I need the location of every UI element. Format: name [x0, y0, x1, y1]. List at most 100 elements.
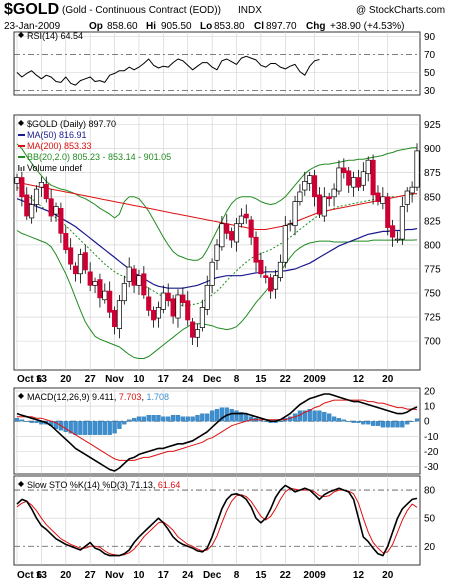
- candle-down: [72, 265, 79, 275]
- candle-up: [351, 177, 357, 188]
- candle-up: [38, 182, 44, 188]
- x-axis-label: 10: [133, 570, 145, 581]
- macd-legend: MACD(12,26,9) 9.411, 7.703, 1.708: [18, 392, 169, 402]
- macd-histogram-bar: [83, 421, 88, 435]
- stochastic-k-line: [16, 484, 418, 557]
- candle-up: [14, 177, 20, 184]
- macd-histogram-bar: [214, 408, 220, 422]
- macd-histogram-bar: [346, 421, 351, 422]
- macd-histogram-bar: [263, 421, 268, 422]
- open-label: Op: [89, 21, 103, 32]
- candle-down: [43, 183, 49, 200]
- high-value: 905.50: [161, 21, 192, 32]
- bb-upper-line: [16, 143, 417, 261]
- candle-up: [233, 223, 240, 243]
- macd-histogram-bar: [122, 421, 127, 425]
- candle-up: [121, 283, 127, 302]
- candle-down: [19, 177, 25, 198]
- candle-up: [214, 244, 220, 261]
- macd-histogram-bar: [390, 421, 395, 428]
- macd-histogram-bar: [219, 407, 225, 422]
- label-layer: 30507090700725750775800825850875900925-3…: [17, 32, 441, 581]
- low-label: Lo: [200, 21, 212, 32]
- change-label: Chg: [306, 21, 325, 32]
- rsi-tick-label: 30: [424, 86, 436, 97]
- macd-tick-label: -10: [424, 432, 439, 443]
- macd-tick-label: -20: [424, 447, 439, 458]
- x-axis-label: 22: [280, 374, 292, 385]
- candle-down: [346, 170, 352, 186]
- x-axis-label: 13: [36, 374, 48, 385]
- macd-tick-label: 20: [424, 387, 436, 398]
- candle-down: [146, 296, 152, 311]
- candle-down: [341, 167, 347, 174]
- diamond-icon: [18, 32, 24, 38]
- macd-histogram-bar: [385, 421, 390, 428]
- candle-down: [263, 275, 269, 278]
- macd-histogram-bar: [405, 421, 410, 425]
- price-tick-label: 700: [424, 337, 441, 348]
- macd-histogram-bar: [248, 416, 254, 422]
- candle-up: [126, 266, 132, 282]
- macd-histogram-bar: [307, 408, 312, 422]
- candle-up: [297, 191, 303, 202]
- candle-down: [268, 277, 274, 292]
- candle-up: [307, 175, 313, 184]
- macd-histogram-bar: [19, 419, 25, 422]
- rsi-legend: RSI(14) 64.54: [18, 31, 83, 41]
- candle-up: [302, 181, 308, 191]
- macd-histogram-bar: [322, 411, 327, 422]
- x-axis-label: Oct 6: [17, 570, 42, 581]
- candle-down: [243, 213, 249, 219]
- candle-up: [409, 186, 415, 194]
- macd-histogram-bar: [53, 421, 59, 429]
- macd-histogram-bar: [92, 421, 98, 435]
- macd-histogram-bar: [112, 421, 117, 434]
- quote-date: 23-Jan-2009: [4, 21, 61, 32]
- low-value: 853.80: [214, 21, 245, 32]
- macd-histogram-bar: [102, 421, 107, 435]
- candle-down: [316, 194, 322, 215]
- rsi-panel: [13, 31, 421, 96]
- rsi-tick-label: 70: [424, 50, 436, 61]
- macd-histogram-bar: [327, 413, 332, 422]
- candle-up: [365, 159, 371, 175]
- candle-up: [136, 275, 142, 286]
- macd-histogram-bar: [161, 416, 166, 422]
- macd-histogram-bar: [209, 410, 215, 422]
- price-tick-label: 775: [424, 264, 441, 275]
- price-legend-text: $GOLD (Daily) 897.70: [27, 119, 116, 129]
- price-tick-label: 725: [424, 313, 441, 324]
- candle-up: [77, 254, 83, 275]
- macd-histogram-bar: [336, 418, 342, 422]
- x-axis-label: Oct 6: [17, 374, 42, 385]
- rsi-legend-text: RSI(14) 64.54: [27, 31, 83, 41]
- macd-histogram-bar: [63, 421, 68, 432]
- macd-tick-label: 10: [424, 402, 436, 413]
- macd-histogram-bar: [317, 410, 322, 422]
- candle-up: [53, 206, 59, 215]
- x-axis-label: 8: [234, 374, 240, 385]
- macd-histogram-bar: [341, 419, 346, 422]
- macd-histogram-bar: [400, 421, 405, 428]
- macd-tick-label: 0: [424, 417, 430, 428]
- macd-histogram-bar: [78, 421, 83, 435]
- macd-histogram-bar: [200, 413, 205, 422]
- x-axis-label: Nov: [105, 374, 124, 385]
- price-tick-label: 800: [424, 240, 441, 251]
- candle-up: [282, 225, 288, 263]
- macd-histogram-bar: [302, 410, 307, 422]
- x-axis-label: 24: [182, 374, 194, 385]
- ma50-legend-text: MA(50) 816.91: [27, 130, 87, 140]
- macd-histogram-bar: [175, 415, 181, 422]
- candle-down: [112, 309, 118, 328]
- price-tick-label: 825: [424, 216, 441, 227]
- x-axis-label: 2009: [303, 570, 326, 581]
- candle-down: [87, 271, 93, 286]
- candle-up: [399, 206, 405, 240]
- candle-down: [326, 196, 332, 200]
- macd-histogram-bar: [14, 418, 20, 422]
- stochastic-legend: Slow STO %K(14) %D(3) 71.13, 61.64: [18, 480, 180, 490]
- macd-histogram-bar: [356, 421, 361, 423]
- macd-histogram-bar: [195, 415, 200, 422]
